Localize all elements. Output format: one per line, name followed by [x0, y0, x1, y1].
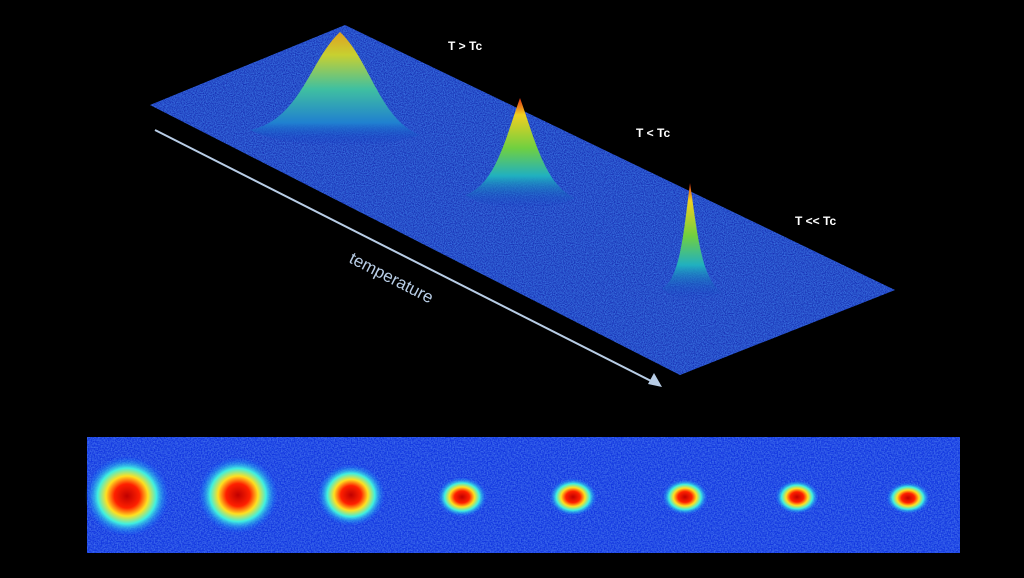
cloud [775, 480, 819, 514]
peak-label: T > Tc [448, 39, 482, 53]
peak-label: T << Tc [795, 214, 836, 228]
cloud [437, 477, 487, 517]
peak-label: T < Tc [636, 126, 670, 140]
peak-narrow [662, 183, 722, 301]
peak-wide [250, 32, 420, 146]
cloud [198, 457, 278, 533]
temperature-arrow [154, 129, 656, 384]
cloud [85, 456, 169, 536]
cloud [886, 482, 930, 514]
atom-clouds [85, 456, 930, 536]
cloud [662, 479, 708, 515]
peak-medium [465, 98, 575, 210]
cloud [317, 464, 385, 526]
axis-label: temperature [346, 249, 436, 308]
cloud [549, 478, 597, 516]
arrow-head [648, 373, 662, 387]
